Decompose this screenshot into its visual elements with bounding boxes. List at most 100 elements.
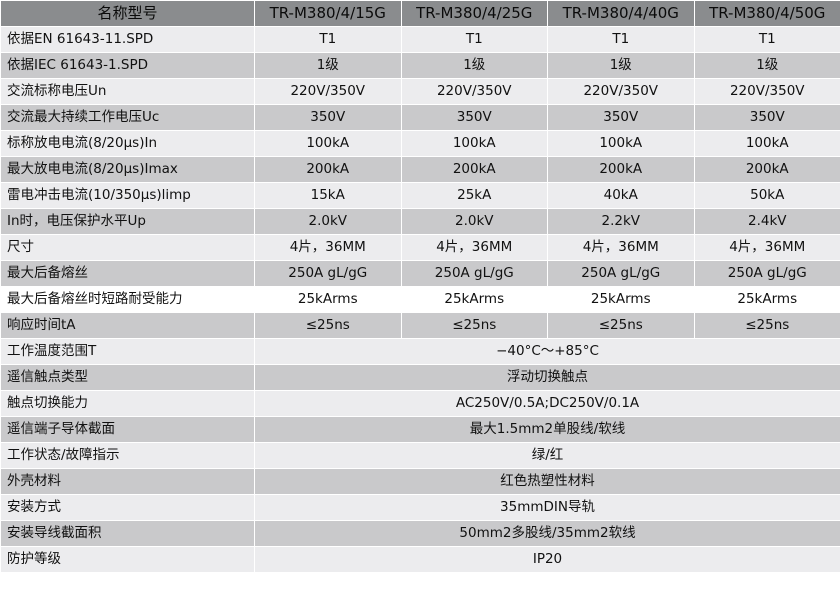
- row-value: 350V: [400, 104, 548, 131]
- row-value: −40°C～+85°C: [254, 338, 840, 365]
- row-label: 最大放电电流(8/20μs)Imax: [0, 156, 255, 183]
- row-label: 防护等级: [0, 546, 255, 573]
- row-value: 1级: [547, 52, 695, 79]
- row-label: 尺寸: [0, 234, 255, 261]
- row-value: 350V: [547, 104, 695, 131]
- table-row: 标称放电电流(8/20μs)In 100kA 100kA 100kA 100kA: [0, 130, 840, 157]
- row-value: 4片，36MM: [254, 234, 402, 261]
- row-value: 100kA: [400, 130, 548, 157]
- row-value: 200kA: [547, 156, 695, 183]
- row-value: 1级: [254, 52, 402, 79]
- row-value: 15kA: [254, 182, 402, 209]
- row-label: 遥信端子导体截面: [0, 416, 255, 443]
- table-row: 最大后备熔丝 250A gL/gG 250A gL/gG 250A gL/gG …: [0, 260, 840, 287]
- row-value: 100kA: [693, 130, 840, 157]
- row-value: 200kA: [254, 156, 402, 183]
- row-value: AC250V/0.5A;DC250V/0.1A: [254, 390, 840, 417]
- row-value: T1: [547, 26, 695, 53]
- row-value: ≤25ns: [400, 312, 548, 339]
- row-label: 触点切换能力: [0, 390, 255, 417]
- row-label: 遥信触点类型: [0, 364, 255, 391]
- row-label: In时，电压保护水平Up: [0, 208, 255, 235]
- row-value: 2.4kV: [693, 208, 840, 235]
- row-value: 100kA: [547, 130, 695, 157]
- row-value: ≤25ns: [254, 312, 402, 339]
- row-value: 250A gL/gG: [254, 260, 402, 287]
- row-value: 绿/红: [254, 442, 840, 469]
- table-row: 尺寸 4片，36MM 4片，36MM 4片，36MM 4片，36MM: [0, 234, 840, 261]
- row-label: 标称放电电流(8/20μs)In: [0, 130, 255, 157]
- table-row: 依据EN 61643-11.SPD T1 T1 T1 T1: [0, 26, 840, 53]
- table-row: 最大后备熔丝时短路耐受能力 25kArms 25kArms 25kArms 25…: [0, 286, 840, 313]
- row-value: T1: [254, 26, 402, 53]
- row-value: 200kA: [693, 156, 840, 183]
- header-model-cell: TR-M380/4/50G: [693, 0, 840, 27]
- table-row: 响应时间tA ≤25ns ≤25ns ≤25ns ≤25ns: [0, 312, 840, 339]
- table-row: 最大放电电流(8/20μs)Imax 200kA 200kA 200kA 200…: [0, 156, 840, 183]
- row-label: 依据IEC 61643-1.SPD: [0, 52, 255, 79]
- row-value: 4片，36MM: [547, 234, 695, 261]
- row-value: 350V: [693, 104, 840, 131]
- row-value: ≤25ns: [693, 312, 840, 339]
- row-label: 响应时间tA: [0, 312, 255, 339]
- row-value: 350V: [254, 104, 402, 131]
- table-row: 工作温度范围T −40°C～+85°C: [0, 338, 840, 365]
- table-row: 触点切换能力 AC250V/0.5A;DC250V/0.1A: [0, 390, 840, 417]
- row-label: 雷电冲击电流(10/350μs)limp: [0, 182, 255, 209]
- row-value: 25kArms: [400, 286, 548, 313]
- row-value: 25kA: [400, 182, 548, 209]
- row-value: 250A gL/gG: [547, 260, 695, 287]
- row-label: 最大后备熔丝: [0, 260, 255, 287]
- table-row: 工作状态/故障指示 绿/红: [0, 442, 840, 469]
- table-row: 安装方式 35mmDIN导轨: [0, 494, 840, 521]
- row-label: 外壳材料: [0, 468, 255, 495]
- row-label: 交流标称电压Un: [0, 78, 255, 105]
- table-row: 遥信触点类型 浮动切换触点: [0, 364, 840, 391]
- header-model-cell: TR-M380/4/25G: [400, 0, 548, 27]
- table-row: 交流标称电压Un 220V/350V 220V/350V 220V/350V 2…: [0, 78, 840, 105]
- table-row: 遥信端子导体截面 最大1.5mm2单股线/软线: [0, 416, 840, 443]
- row-label: 工作状态/故障指示: [0, 442, 255, 469]
- row-value: 最大1.5mm2单股线/软线: [254, 416, 840, 443]
- row-value: 35mmDIN导轨: [254, 494, 840, 521]
- table-row: 依据IEC 61643-1.SPD 1级 1级 1级 1级: [0, 52, 840, 79]
- header-name-cell: 名称型号: [0, 0, 255, 27]
- row-label: 最大后备熔丝时短路耐受能力: [0, 286, 255, 313]
- row-value: 2.0kV: [254, 208, 402, 235]
- row-value: 220V/350V: [547, 78, 695, 105]
- row-value: T1: [400, 26, 548, 53]
- row-value: 25kArms: [693, 286, 840, 313]
- spec-table: 名称型号 TR-M380/4/15G TR-M380/4/25G TR-M380…: [0, 0, 840, 573]
- row-value: 4片，36MM: [400, 234, 548, 261]
- row-label: 工作温度范围T: [0, 338, 255, 365]
- row-value: T1: [693, 26, 840, 53]
- row-value: 50mm2多股线/35mm2软线: [254, 520, 840, 547]
- row-label: 交流最大持续工作电压Uc: [0, 104, 255, 131]
- row-value: 1级: [400, 52, 548, 79]
- row-value: 4片，36MM: [693, 234, 840, 261]
- row-value: 100kA: [254, 130, 402, 157]
- row-value: 250A gL/gG: [693, 260, 840, 287]
- header-model-cell: TR-M380/4/15G: [254, 0, 402, 27]
- row-value: 2.2kV: [547, 208, 695, 235]
- header-row: 名称型号 TR-M380/4/15G TR-M380/4/25G TR-M380…: [0, 0, 840, 27]
- header-model-cell: TR-M380/4/40G: [547, 0, 695, 27]
- row-value: ≤25ns: [547, 312, 695, 339]
- row-value: 1级: [693, 52, 840, 79]
- table-row: 外壳材料 红色热塑性材料: [0, 468, 840, 495]
- row-value: 2.0kV: [400, 208, 548, 235]
- row-value: 浮动切换触点: [254, 364, 840, 391]
- table-row: 安装导线截面积 50mm2多股线/35mm2软线: [0, 520, 840, 547]
- row-value: 200kA: [400, 156, 548, 183]
- row-label: 依据EN 61643-11.SPD: [0, 26, 255, 53]
- row-label: 安装方式: [0, 494, 255, 521]
- row-value: 40kA: [547, 182, 695, 209]
- row-value: 50kA: [693, 182, 840, 209]
- table-row: 防护等级 IP20: [0, 546, 840, 573]
- table-row: In时，电压保护水平Up 2.0kV 2.0kV 2.2kV 2.4kV: [0, 208, 840, 235]
- table-row: 雷电冲击电流(10/350μs)limp 15kA 25kA 40kA 50kA: [0, 182, 840, 209]
- row-value: 25kArms: [254, 286, 402, 313]
- row-value: 220V/350V: [400, 78, 548, 105]
- row-value: 250A gL/gG: [400, 260, 548, 287]
- row-value: 220V/350V: [693, 78, 840, 105]
